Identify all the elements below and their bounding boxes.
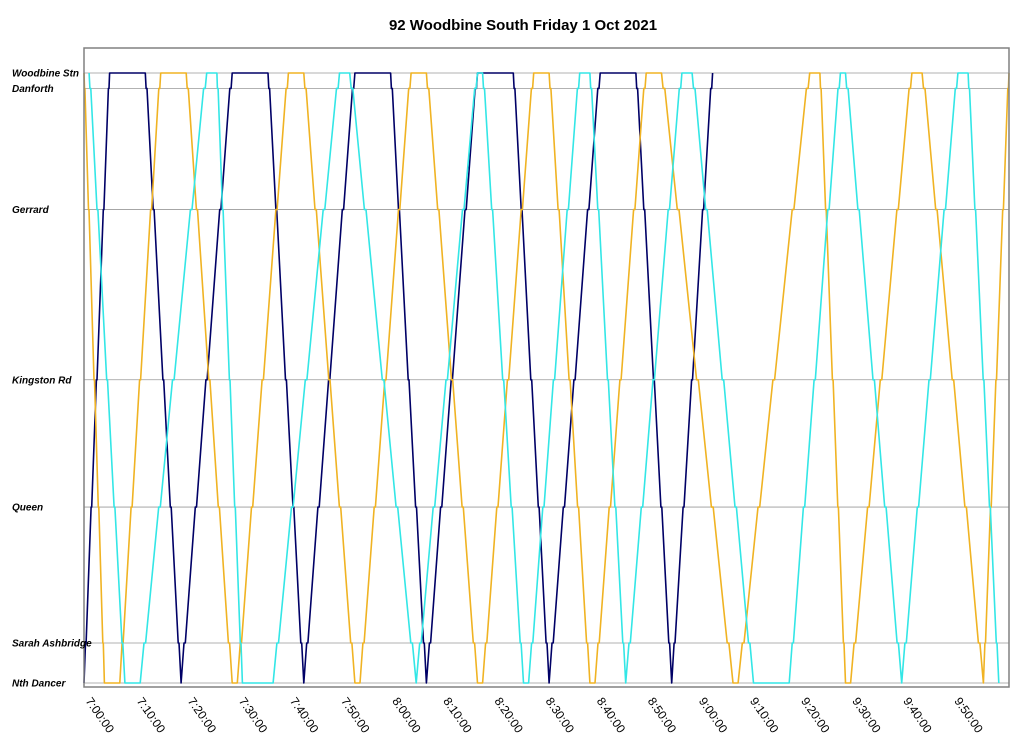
x-tick-label-15: 9:30:00: [849, 695, 884, 736]
x-tick-label-11: 8:50:00: [645, 695, 680, 736]
x-tick-label-1: 7:10:00: [134, 695, 169, 736]
x-tick-label-3: 7:30:00: [236, 695, 271, 736]
x-tick-label-14: 9:20:00: [798, 695, 833, 736]
x-tick-label-8: 8:20:00: [492, 695, 527, 736]
series-line-cyan: [88, 72, 1000, 684]
series-line-navy: [83, 72, 714, 684]
x-tick-label-4: 7:40:00: [287, 695, 322, 736]
x-tick-label-10: 8:40:00: [594, 695, 629, 736]
x-tick-label-17: 9:50:00: [951, 695, 986, 736]
x-tick-label-0: 7:00:00: [83, 695, 118, 736]
x-tick-label-5: 7:50:00: [338, 695, 373, 736]
stop-labels: Woodbine Stn Danforth Gerrard Kingston Rd Qu…: [12, 69, 92, 690]
x-tick-labels: 7:00:00 7:10:00 7:20:00 7:30:00 7:40:00 7:50:…: [83, 695, 986, 736]
series-lines: [83, 72, 1010, 684]
stop-label-6: Nth Dancer: [12, 679, 66, 690]
stop-label-0: Woodbine Stn: [12, 69, 79, 80]
x-tick-label-12: 9:00:00: [696, 695, 731, 736]
x-tick-label-13: 9:10:00: [747, 695, 782, 736]
stop-label-1: Danforth: [12, 84, 54, 95]
x-tick-label-7: 8:10:00: [440, 695, 475, 736]
series-line-gold: [83, 72, 1010, 684]
x-tick-label-6: 8:00:00: [389, 695, 424, 736]
chart-title: 92 Woodbine South Friday 1 Oct 2021: [388, 17, 658, 34]
x-tick-label-9: 8:30:00: [543, 695, 578, 736]
stop-label-4: Queen: [12, 503, 43, 514]
x-tick-label-16: 9:40:00: [900, 695, 935, 736]
grid-lines: [84, 72, 1009, 684]
stop-label-3: Kingston Rd: [12, 375, 72, 386]
plot-frame: [83, 47, 1010, 688]
stop-label-2: Gerrard: [12, 205, 50, 216]
stop-label-5: Sarah Ashbridge: [12, 639, 92, 650]
x-tick-label-2: 7:20:00: [185, 695, 220, 736]
